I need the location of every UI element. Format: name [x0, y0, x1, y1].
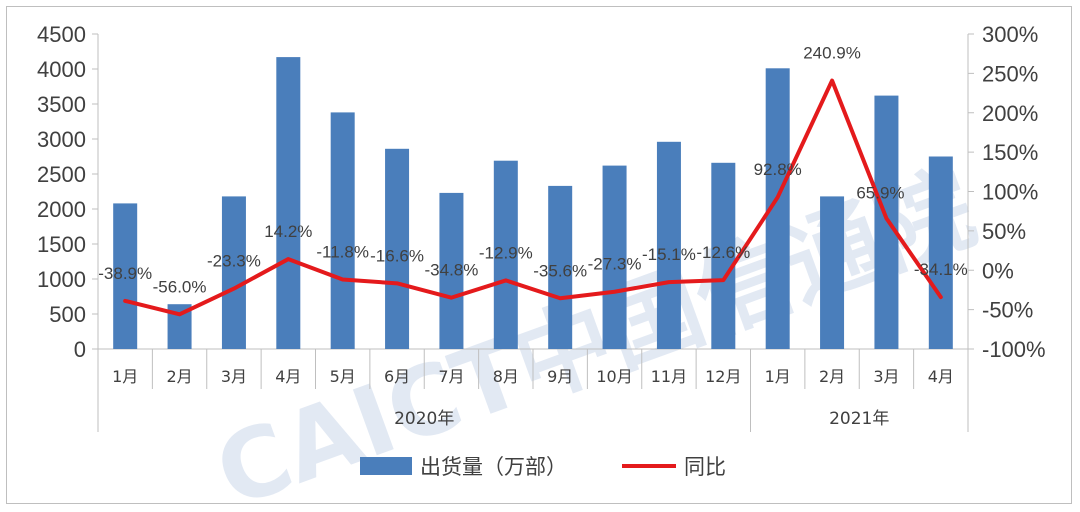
data-label: -34.1%	[914, 260, 968, 279]
data-label: -23.3%	[207, 252, 261, 271]
x-tick-label: 3月	[221, 367, 247, 386]
x-tick-label: 3月	[873, 367, 899, 386]
y-right-tick-label: 0%	[982, 258, 1014, 283]
data-label: 92.8%	[754, 160, 802, 179]
data-label: 240.9%	[803, 44, 861, 63]
legend-bar-swatch	[360, 457, 412, 475]
x-group-label: 2020年	[394, 409, 454, 429]
bar	[820, 196, 845, 349]
y-left-tick-label: 0	[74, 337, 86, 362]
y-right-tick-label: 200%	[982, 101, 1038, 126]
x-tick-label: 4月	[928, 367, 954, 386]
x-tick-label: 2月	[166, 367, 192, 386]
x-tick-label: 11月	[651, 367, 687, 386]
y-left-tick-label: 4000	[37, 57, 86, 82]
y-left-tick-label: 4500	[37, 22, 86, 47]
data-label: 65.9%	[856, 183, 904, 202]
y-left-tick-label: 3500	[37, 92, 86, 117]
bar	[928, 156, 953, 349]
y-left-tick-label: 1000	[37, 267, 86, 292]
watermark: CAICT中国信通院	[202, 152, 989, 512]
bar	[113, 203, 138, 349]
x-tick-label: 1月	[112, 367, 138, 386]
data-label: -11.8%	[316, 243, 369, 262]
axes: 0 500 1000 1500 2000 2500 3000 3500 4000 4500 -100…	[37, 22, 1046, 432]
y-right-tick-label: -50%	[982, 298, 1033, 323]
bar	[276, 57, 301, 349]
x-tick-label: 6月	[384, 367, 410, 386]
bar	[221, 196, 246, 349]
data-label: -27.3%	[588, 255, 642, 274]
data-label: -16.6%	[370, 246, 424, 265]
data-label: -34.8%	[425, 261, 479, 280]
x-tick-label: 2月	[819, 367, 845, 386]
y-right-tick-label: 50%	[982, 219, 1026, 244]
y-right-tick-label: 250%	[982, 61, 1038, 86]
bar	[493, 160, 518, 349]
legend-line-label: 同比	[684, 455, 726, 479]
legend: 出货量（万部） 同比	[360, 455, 726, 479]
x-tick-label: 1月	[765, 367, 791, 386]
x-tick-label: 12月	[705, 367, 741, 386]
x-group-label: 2021年	[829, 409, 889, 429]
yoy-line	[123, 78, 943, 317]
y-right-tick-label: 100%	[982, 180, 1038, 205]
bar	[656, 141, 681, 349]
y-left-tick-label: 2000	[37, 197, 86, 222]
data-label: -35.6%	[533, 261, 587, 280]
data-labels: -38.9%-56.0%-23.3%14.2%-11.8% -16.6%-34.8…	[98, 44, 968, 297]
bar	[711, 162, 736, 349]
x-tick-label: 4月	[275, 367, 301, 386]
bar	[385, 148, 410, 349]
y-left-tick-label: 2500	[37, 162, 86, 187]
legend-bar-label: 出货量（万部）	[420, 455, 567, 479]
bar	[330, 112, 355, 350]
data-label: -56.0%	[153, 277, 207, 296]
x-tick-label: 10月	[596, 367, 632, 386]
y-left-tick-label: 3000	[37, 127, 86, 152]
line-series	[123, 78, 943, 317]
bar	[874, 95, 899, 349]
y-right-tick-label: -100%	[982, 337, 1046, 362]
y-right-tick-label: 300%	[982, 22, 1038, 47]
watermark-text: CAICT中国信通院	[202, 152, 989, 512]
data-label: -38.9%	[98, 264, 152, 283]
bar-series	[113, 57, 953, 350]
data-label: -12.9%	[479, 243, 533, 262]
data-label: 14.2%	[264, 222, 312, 241]
y-right-tick-label: 150%	[982, 140, 1038, 165]
x-tick-label: 7月	[438, 367, 464, 386]
bar	[548, 185, 573, 349]
y-left-tick-label: 500	[49, 302, 86, 327]
chart-frame	[6, 6, 1072, 504]
bar	[602, 165, 627, 349]
data-label: -15.1%	[642, 245, 696, 264]
x-tick-label: 8月	[493, 367, 519, 386]
data-label: -12.6%	[696, 243, 750, 262]
x-tick-label: 9月	[547, 367, 573, 386]
x-tick-label: 5月	[330, 367, 356, 386]
y-left-tick-label: 1500	[37, 232, 86, 257]
bar	[439, 192, 464, 349]
